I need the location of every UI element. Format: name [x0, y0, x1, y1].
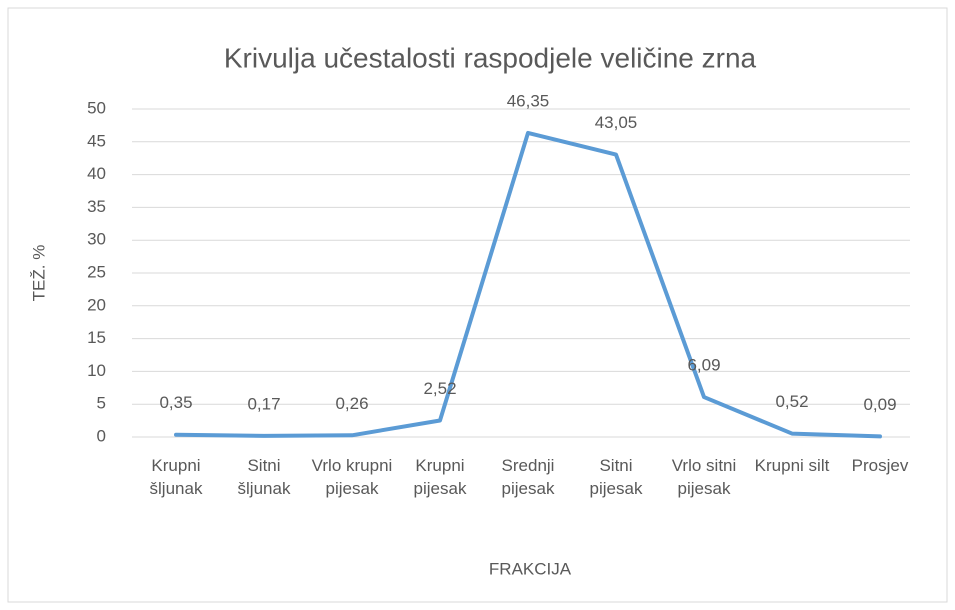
line-series	[174, 130, 882, 439]
y-tick-label: 15	[87, 328, 106, 347]
x-tick-label: Srednji pijesak	[501, 456, 555, 498]
y-tick-label: 35	[87, 197, 106, 216]
data-label: 0,52	[775, 392, 808, 411]
y-axis-label: TEŽ. %	[29, 245, 48, 302]
data-label: 46,35	[507, 91, 550, 110]
y-tick-label: 25	[87, 262, 106, 281]
y-tick-label: 40	[87, 164, 106, 183]
data-label: 0,26	[335, 394, 368, 413]
x-tick-label: Prosjev	[851, 456, 909, 475]
data-label: 0,35	[159, 393, 192, 412]
y-tick-label: 0	[97, 426, 106, 445]
x-tick-label: Vrlo krupni pijesak	[311, 456, 393, 498]
x-axis-label: FRAKCIJA	[489, 559, 572, 578]
x-tick-label: Krupni silt	[754, 456, 830, 475]
chart-border	[7, 7, 948, 603]
x-tick-label: Krupni šljunak	[149, 456, 203, 498]
x-tick-label: Vrlo sitni pijesak	[671, 456, 737, 498]
x-tick-label: Sitni šljunak	[237, 456, 291, 498]
x-tick-label: Sitni pijesak	[589, 456, 643, 498]
y-tick-label: 30	[87, 230, 106, 249]
y-tick-label: 45	[87, 131, 106, 150]
data-label: 2,52	[423, 379, 456, 398]
data-label: 43,05	[595, 113, 638, 132]
data-label: 0,09	[863, 395, 896, 414]
y-tick-label: 50	[87, 98, 106, 117]
data-label: 6,09	[687, 356, 720, 375]
y-tick-label: 20	[87, 295, 106, 314]
y-tick-label: 10	[87, 361, 106, 380]
x-tick-label: Krupni pijesak	[413, 456, 467, 498]
data-label: 0,17	[247, 394, 280, 413]
chart-title: Krivulja učestalosti raspodjele veličine…	[224, 42, 757, 73]
y-tick-label: 5	[97, 394, 106, 413]
